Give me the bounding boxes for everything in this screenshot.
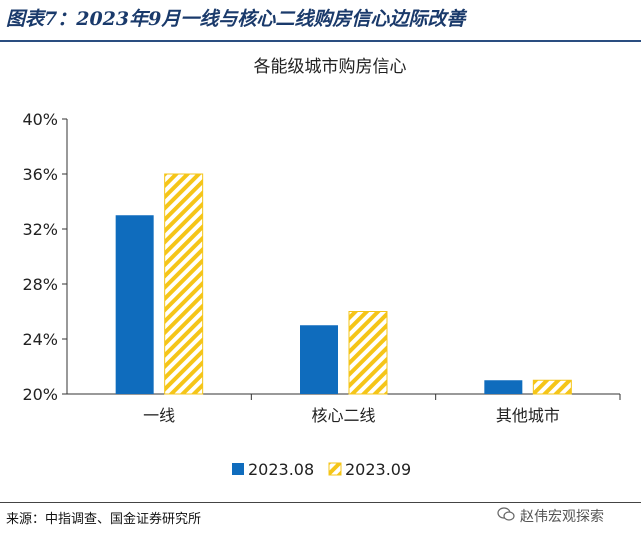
chart-title: 各能级城市购房信心 [254, 57, 407, 77]
legend-label: 2023.08 [248, 460, 314, 479]
bar-2023-08-2 [484, 380, 523, 394]
x-tick-label: 核心二线 [311, 406, 375, 425]
bar-2023-09-0 [164, 173, 204, 395]
y-tick-label: 24% [22, 330, 58, 349]
y-tick-label: 28% [22, 275, 58, 294]
bar-chart: 各能级城市购房信心 20% 24% 28% 32% 36% 40% 一线 核心二线 其他城市 2… [22, 57, 621, 479]
legend-swatch [328, 462, 342, 476]
x-tick-label: 一线 [143, 406, 175, 425]
chart-axes: 20% 24% 28% 32% 36% 40% 一线 核心二线 其他城市 [22, 110, 621, 425]
wechat-icon [497, 507, 515, 521]
bar-2023-08-1 [300, 325, 338, 394]
legend-label: 2023.09 [345, 460, 411, 479]
figure-title: 图表7：2023年9月一线与核心二线购房信心边际改善 [6, 8, 466, 30]
y-tick-label: 36% [22, 165, 58, 184]
bar-2023-09-2 [532, 379, 572, 395]
y-tick-label: 32% [22, 220, 58, 239]
watermark: 赵伟宏观探索 [520, 509, 604, 525]
x-tick-label: 其他城市 [496, 406, 560, 425]
bar-2023-08-0 [115, 215, 154, 394]
source-note: 来源：中指调查、国金证券研究所 [6, 512, 202, 527]
y-tick-label: 40% [22, 110, 58, 129]
title-divider [0, 40, 641, 42]
y-tick-label: 20% [22, 385, 58, 404]
footer-divider [0, 502, 641, 503]
bar-2023-09-1 [348, 311, 388, 395]
chart-legend: 2023.08 2023.09 [232, 460, 411, 479]
legend-swatch [232, 463, 244, 475]
chart-bars [115, 173, 572, 395]
